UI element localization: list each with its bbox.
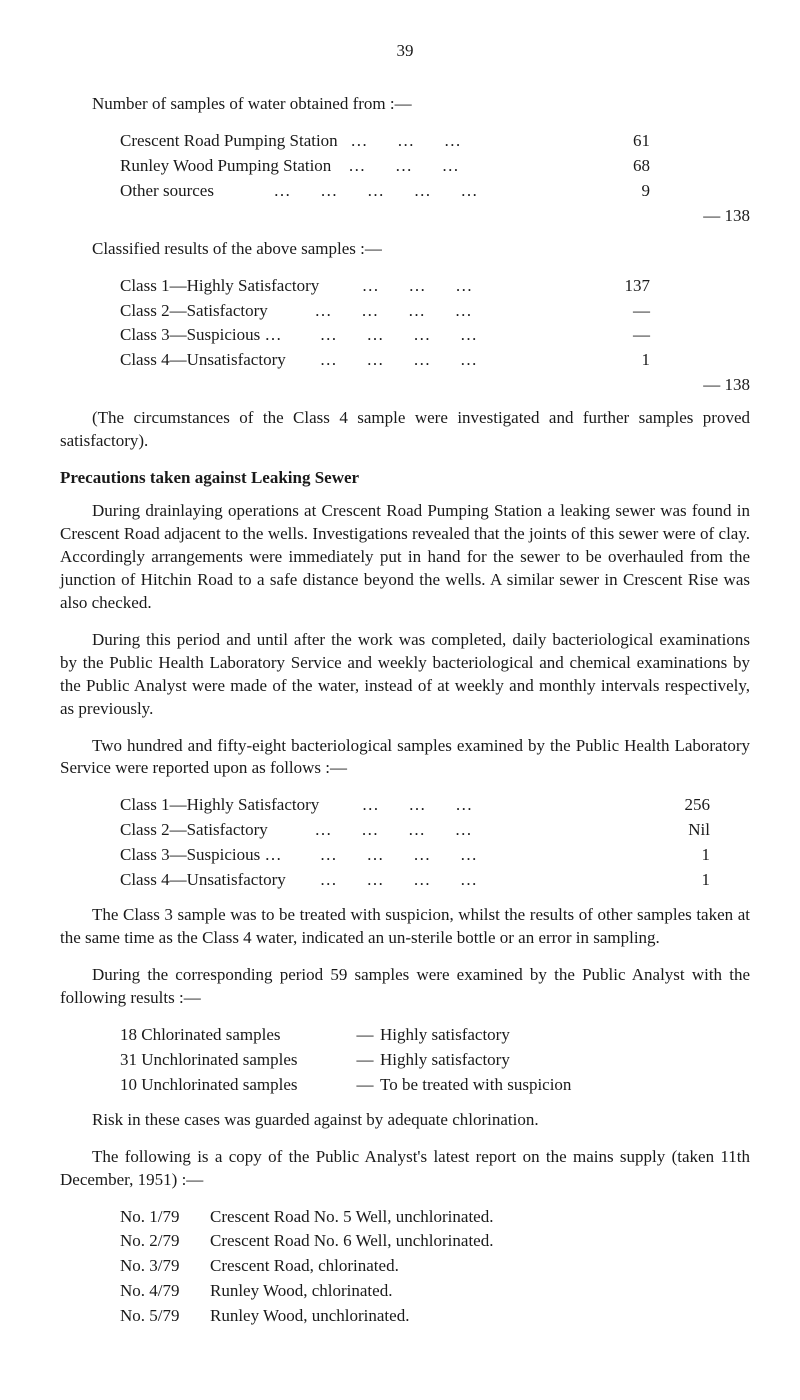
analyst-dash: —	[350, 1049, 380, 1072]
list-item: Class 2—Satisfactory … … … … —	[120, 300, 750, 323]
well-desc: Crescent Road No. 5 Well, unchlorinated.	[210, 1206, 750, 1229]
list-total-row: — 138	[120, 374, 750, 397]
list-item: No. 3/79 Crescent Road, chlorinated.	[120, 1255, 750, 1278]
list-item: Class 3—Suspicious … … … … … 1	[120, 844, 750, 867]
list-item: Class 1—Highly Satisfactory … … … 137	[120, 275, 750, 298]
section1-list: Crescent Road Pumping Station … … … 61 R…	[120, 130, 750, 228]
list-value: 61	[590, 130, 680, 153]
list-label: Class 3—Suspicious … … … … …	[120, 844, 650, 867]
list-total: — 138	[680, 205, 750, 228]
list-item: Crescent Road Pumping Station … … … 61	[120, 130, 750, 153]
well-desc: Runley Wood, chlorinated.	[210, 1280, 750, 1303]
list-item: Class 4—Unsatisfactory … … … … 1	[120, 869, 750, 892]
list-label: Class 1—Highly Satisfactory … … …	[120, 794, 650, 817]
list-label: Class 4—Unsatisfactory … … … …	[120, 349, 590, 372]
list-value: 68	[590, 155, 680, 178]
list-item: Runley Wood Pumping Station … … … 68	[120, 155, 750, 178]
list-value: 137	[590, 275, 680, 298]
section2-intro: Classified results of the above samples …	[60, 238, 750, 261]
section1-intro: Number of samples of water obtained from…	[60, 93, 750, 116]
list-value: —	[590, 300, 680, 323]
bact-intro: Two hundred and fifty-eight bacteriologi…	[60, 735, 750, 781]
list-total: — 138	[680, 374, 750, 397]
analyst-left: 31 Unchlorinated samples	[120, 1049, 350, 1072]
list-value: 256	[650, 794, 750, 817]
list-label: Runley Wood Pumping Station … … …	[120, 155, 590, 178]
analyst-right: Highly satisfactory	[380, 1049, 750, 1072]
well-no: No. 5/79	[120, 1305, 210, 1328]
list-item: No. 4/79 Runley Wood, chlorinated.	[120, 1280, 750, 1303]
analyst-list: 18 Chlorinated samples — Highly satisfac…	[120, 1024, 750, 1097]
list-label: Class 1—Highly Satisfactory … … …	[120, 275, 590, 298]
list-value: Nil	[650, 819, 750, 842]
analyst-left: 10 Unchlorinated samples	[120, 1074, 350, 1097]
well-desc: Runley Wood, unchlorinated.	[210, 1305, 750, 1328]
risk-note: Risk in these cases was guarded against …	[60, 1109, 750, 1132]
analyst-right: Highly satisfactory	[380, 1024, 750, 1047]
well-no: No. 3/79	[120, 1255, 210, 1278]
well-no: No. 1/79	[120, 1206, 210, 1229]
page-number: 39	[60, 40, 750, 63]
well-desc: Crescent Road, chlorinated.	[210, 1255, 750, 1278]
analyst-left: 18 Chlorinated samples	[120, 1024, 350, 1047]
wells-list: No. 1/79 Crescent Road No. 5 Well, unchl…	[120, 1206, 750, 1329]
list-item: 31 Unchlorinated samples — Highly satisf…	[120, 1049, 750, 1072]
list-total-row: — 138	[120, 205, 750, 228]
precautions-heading: Precautions taken against Leaking Sewer	[60, 467, 750, 490]
precautions-para2: During this period and until after the w…	[60, 629, 750, 721]
list-value: 1	[590, 349, 680, 372]
list-item: 10 Unchlorinated samples — To be treated…	[120, 1074, 750, 1097]
list-item: No. 1/79 Crescent Road No. 5 Well, unchl…	[120, 1206, 750, 1229]
list-item: No. 5/79 Runley Wood, unchlorinated.	[120, 1305, 750, 1328]
mains-intro: The following is a copy of the Public An…	[60, 1146, 750, 1192]
list-label: Other sources … … … … …	[120, 180, 590, 203]
well-no: No. 4/79	[120, 1280, 210, 1303]
list-label: Class 3—Suspicious … … … … …	[120, 324, 590, 347]
list-value: 1	[650, 844, 750, 867]
list-item: Class 4—Unsatisfactory … … … … 1	[120, 349, 750, 372]
list-item: 18 Chlorinated samples — Highly satisfac…	[120, 1024, 750, 1047]
list-item: Class 3—Suspicious … … … … … —	[120, 324, 750, 347]
class3-note: The Class 3 sample was to be treated wit…	[60, 904, 750, 950]
list-label: Class 2—Satisfactory … … … …	[120, 300, 590, 323]
list-value: —	[590, 324, 680, 347]
list-value: 1	[650, 869, 750, 892]
analyst-right: To be treated with suspicion	[380, 1074, 750, 1097]
well-desc: Crescent Road No. 6 Well, unchlorinated.	[210, 1230, 750, 1253]
list-item: Other sources … … … … … 9	[120, 180, 750, 203]
analyst-dash: —	[350, 1074, 380, 1097]
list-label: Class 2—Satisfactory … … … …	[120, 819, 650, 842]
list-item: Class 1—Highly Satisfactory … … … 256	[120, 794, 750, 817]
analyst-intro: During the corresponding period 59 sampl…	[60, 964, 750, 1010]
bact-list: Class 1—Highly Satisfactory … … … 256 Cl…	[120, 794, 750, 892]
list-label: Class 4—Unsatisfactory … … … …	[120, 869, 650, 892]
well-no: No. 2/79	[120, 1230, 210, 1253]
list-item: Class 2—Satisfactory … … … … Nil	[120, 819, 750, 842]
list-value: 9	[590, 180, 680, 203]
investigation-note: (The circumstances of the Class 4 sample…	[60, 407, 750, 453]
section2-list: Class 1—Highly Satisfactory … … … 137 Cl…	[120, 275, 750, 398]
precautions-para1: During drainlaying operations at Crescen…	[60, 500, 750, 615]
analyst-dash: —	[350, 1024, 380, 1047]
list-label: Crescent Road Pumping Station … … …	[120, 130, 590, 153]
list-item: No. 2/79 Crescent Road No. 6 Well, unchl…	[120, 1230, 750, 1253]
